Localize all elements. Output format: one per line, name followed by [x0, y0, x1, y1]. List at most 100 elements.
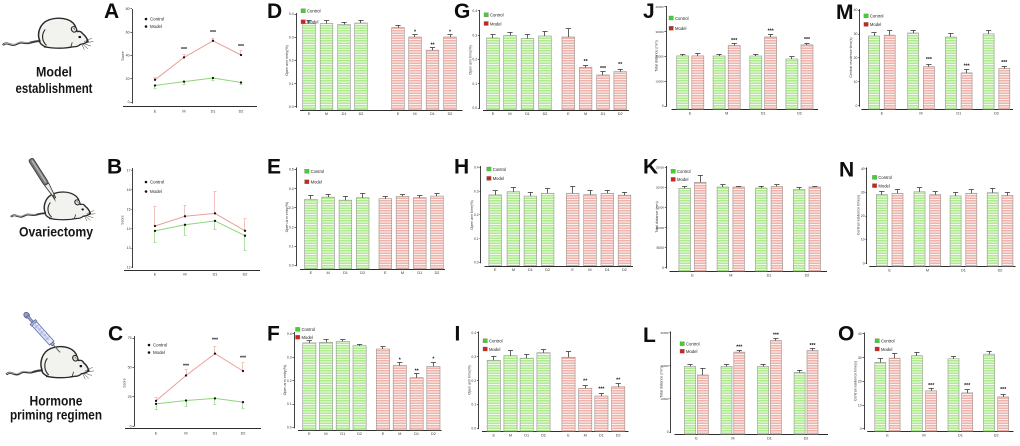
svg-text:M: M [183, 273, 186, 277]
svg-text:*: * [399, 358, 402, 364]
svg-text:D2: D2 [241, 432, 246, 436]
svg-text:D2: D2 [243, 273, 248, 277]
svg-text:40: 40 [861, 167, 865, 171]
svg-text:***: *** [240, 356, 247, 362]
svg-text:30000: 30000 [661, 331, 669, 335]
svg-text:M: M [509, 433, 512, 437]
svg-text:25000: 25000 [656, 166, 664, 170]
svg-text:20: 20 [126, 77, 130, 81]
svg-text:0.3: 0.3 [472, 34, 477, 38]
svg-text:Score: Score [121, 51, 125, 60]
svg-text:E: E [881, 111, 884, 115]
svg-text:16: 16 [127, 188, 131, 192]
svg-text:D1: D1 [605, 268, 610, 272]
svg-text:Control: Control [881, 339, 895, 344]
svg-text:M: M [725, 111, 728, 115]
svg-text:M: M [922, 433, 925, 437]
svg-text:Model: Model [153, 350, 165, 355]
svg-text:Control: Control [490, 13, 504, 18]
svg-text:0: 0 [860, 427, 862, 431]
svg-text:40: 40 [854, 8, 858, 12]
svg-text:D1: D1 [761, 111, 766, 115]
svg-text:D2: D2 [239, 110, 244, 114]
svg-text:E: E [310, 271, 313, 275]
svg-text:Model: Model [311, 180, 322, 185]
svg-text:0.1: 0.1 [287, 402, 292, 406]
svg-text:E: E [695, 436, 698, 440]
svg-text:G: G [454, 0, 470, 23]
svg-text:5000: 5000 [656, 246, 664, 250]
svg-text:0.0: 0.0 [474, 261, 479, 265]
svg-text:E: E [567, 433, 570, 437]
svg-text:15: 15 [127, 207, 131, 211]
svg-text:10: 10 [854, 80, 858, 84]
svg-text:***: *** [1000, 387, 1007, 393]
svg-text:0: 0 [856, 104, 858, 108]
svg-text:***: *** [964, 383, 971, 389]
svg-text:***: *** [773, 333, 780, 339]
svg-text:80: 80 [126, 7, 130, 11]
svg-text:establishment: establishment [16, 80, 93, 96]
svg-text:E: E [308, 112, 311, 116]
svg-text:C: C [108, 323, 123, 346]
svg-text:Control: Control [311, 169, 325, 174]
svg-text:0.2: 0.2 [287, 379, 292, 383]
svg-text:D1: D1 [414, 432, 419, 436]
svg-text:20000: 20000 [661, 364, 669, 368]
svg-text:D2: D2 [618, 112, 623, 116]
svg-text:***: *** [804, 37, 811, 43]
svg-text:E: E [689, 111, 692, 115]
svg-text:D2: D2 [622, 268, 627, 272]
svg-text:Control: Control [489, 339, 503, 344]
svg-text:D1: D1 [601, 112, 606, 116]
svg-text:E: E [154, 110, 157, 114]
svg-text:0.3: 0.3 [289, 36, 294, 40]
svg-text:D1: D1 [956, 111, 961, 115]
svg-text:M: M [584, 112, 587, 116]
svg-text:***: *** [210, 30, 217, 36]
svg-text:M: M [182, 110, 185, 114]
svg-text:M: M [584, 433, 587, 437]
svg-text:Model: Model [677, 177, 688, 182]
svg-text:*: * [414, 30, 417, 36]
svg-text:H: H [454, 156, 469, 179]
svg-text:***: *** [926, 57, 933, 63]
svg-text:Open arm entry(%): Open arm entry(%) [285, 45, 289, 76]
svg-text:E: E [691, 274, 694, 278]
svg-text:0.4: 0.4 [472, 9, 477, 13]
svg-text:0.4: 0.4 [471, 331, 476, 335]
svg-text:0.1: 0.1 [472, 82, 477, 86]
svg-text:***: *** [212, 338, 219, 344]
svg-text:20: 20 [861, 214, 865, 218]
svg-text:M: M [324, 432, 327, 436]
svg-text:15000: 15000 [656, 206, 664, 210]
svg-text:Model: Model [881, 347, 892, 352]
svg-text:60: 60 [126, 31, 130, 35]
svg-text:0.3: 0.3 [474, 189, 479, 193]
svg-text:***: *** [1001, 60, 1008, 66]
svg-text:Ovariectomy: Ovariectomy [19, 223, 93, 239]
svg-text:Control: Control [878, 175, 892, 180]
svg-text:A: A [104, 0, 119, 23]
svg-text:40000: 40000 [656, 5, 664, 9]
svg-text:40: 40 [858, 332, 862, 336]
svg-text:Model: Model [878, 183, 889, 188]
svg-text:D1: D1 [524, 433, 529, 437]
svg-text:D2: D2 [998, 269, 1003, 273]
svg-text:0.5: 0.5 [289, 168, 294, 172]
svg-text:M: M [327, 271, 330, 275]
svg-text:0: 0 [863, 261, 865, 265]
svg-text:D2: D2 [543, 112, 548, 116]
svg-text:D2: D2 [360, 271, 365, 275]
svg-text:0: 0 [662, 266, 664, 270]
svg-text:D2: D2 [357, 432, 362, 436]
svg-text:D1: D1 [342, 112, 347, 116]
svg-text:E: E [571, 268, 574, 272]
svg-text:0: 0 [667, 430, 669, 434]
svg-text:D1: D1 [340, 432, 345, 436]
svg-text:Open arm entry(%): Open arm entry(%) [285, 202, 289, 233]
svg-text:Hormone: Hormone [30, 393, 83, 409]
svg-text:N: N [839, 159, 854, 182]
svg-text:Control: Control [870, 14, 884, 19]
svg-text:M: M [836, 1, 854, 24]
